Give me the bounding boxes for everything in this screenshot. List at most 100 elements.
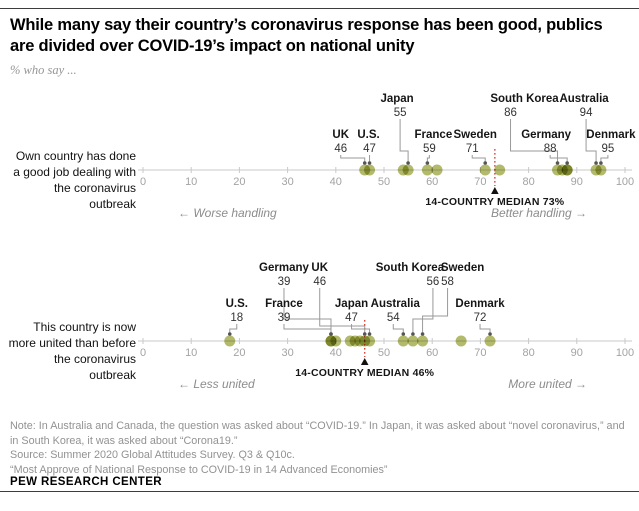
tick-label: 10 bbox=[185, 347, 197, 359]
connector-nub bbox=[411, 332, 415, 336]
tick-label: 20 bbox=[233, 347, 245, 359]
country-name-label: France bbox=[415, 129, 453, 141]
country-value-label: 47 bbox=[345, 312, 358, 324]
country-name-label: U.S. bbox=[226, 298, 248, 310]
direction-left-label: ← Less united bbox=[178, 377, 255, 391]
data-point-australia bbox=[397, 335, 409, 347]
median-label: 14-COUNTRY MEDIAN 73% bbox=[425, 196, 564, 208]
country-name-label: Australia bbox=[371, 298, 421, 310]
footnote-block: Note: In Australia and Canada, the quest… bbox=[10, 419, 632, 477]
label-connector bbox=[399, 119, 409, 163]
tick-label: 60 bbox=[426, 176, 438, 188]
data-point-sweden bbox=[479, 164, 491, 176]
label-connector bbox=[600, 155, 609, 163]
tick-label: 50 bbox=[378, 347, 390, 359]
connector-nub bbox=[362, 161, 367, 165]
country-value-label: 86 bbox=[504, 107, 517, 119]
tick-label: 60 bbox=[426, 347, 438, 359]
label-connector bbox=[319, 288, 366, 334]
tick-label: 50 bbox=[378, 176, 390, 188]
country-name-label: Sweden bbox=[453, 129, 496, 141]
country-value-label: 54 bbox=[387, 312, 400, 324]
connector-nub bbox=[362, 332, 367, 336]
country-value-label: 72 bbox=[474, 312, 487, 324]
country-value-label: 55 bbox=[394, 107, 407, 119]
country-name-label: Japan bbox=[335, 298, 368, 310]
connector-nub bbox=[329, 332, 333, 336]
chart-canvas: 0 10 20 30 40 50 60 70 80 90 100 14-COUNTRY MEDIAN … bbox=[138, 93, 636, 220]
connector-nub bbox=[367, 332, 372, 336]
country-name-label: UK bbox=[332, 129, 349, 141]
footnote-note: Note: In Australia and Canada, the quest… bbox=[10, 420, 625, 447]
data-point-belgium bbox=[330, 335, 342, 347]
tick-label: 40 bbox=[330, 347, 342, 359]
label-connector bbox=[422, 288, 449, 334]
direction-left-label: ← Worse handling bbox=[178, 206, 277, 220]
country-name-label: Denmark bbox=[455, 298, 505, 310]
data-point-sweden bbox=[417, 335, 429, 347]
label-connector bbox=[340, 155, 366, 163]
connector-nub bbox=[401, 332, 406, 336]
tick-label: 0 bbox=[140, 176, 146, 188]
connector-nub bbox=[420, 332, 425, 336]
chart-title: While many say their country’s coronavir… bbox=[10, 16, 603, 55]
connector-nub bbox=[599, 161, 603, 165]
connector-nub bbox=[483, 161, 488, 165]
tick-label: 90 bbox=[571, 347, 583, 359]
connector-nub bbox=[555, 161, 560, 165]
median-marker-triangle bbox=[491, 187, 499, 194]
dot-plot-good-job: 0 10 20 30 40 50 60 70 80 90 100 14-COUNTRY MEDIAN … bbox=[0, 86, 639, 236]
label-connector bbox=[585, 119, 597, 163]
country-value-label: 95 bbox=[602, 143, 615, 155]
direction-right-label: Better handling → bbox=[491, 206, 587, 220]
data-point-germany bbox=[561, 164, 573, 176]
tick-label: 80 bbox=[522, 176, 534, 188]
data-point-u-s- bbox=[224, 335, 236, 347]
data-point-denmark bbox=[595, 164, 607, 176]
pew-research-center-wordmark: PEW RESEARCH CENTER bbox=[10, 476, 163, 488]
connector-nub bbox=[565, 161, 569, 165]
country-name-label: U.S. bbox=[357, 129, 379, 141]
data-point-japan bbox=[402, 164, 414, 176]
country-value-label: 39 bbox=[278, 276, 291, 288]
country-value-label: 39 bbox=[278, 312, 291, 324]
tick-label: 70 bbox=[474, 347, 486, 359]
connector-nub bbox=[227, 332, 232, 336]
country-value-label: 88 bbox=[544, 143, 557, 155]
country-value-label: 46 bbox=[313, 276, 326, 288]
chart-subtitle: % who say ... bbox=[10, 63, 77, 77]
connector-nub bbox=[594, 161, 598, 165]
bottom-divider bbox=[0, 491, 639, 492]
country-value-label: 71 bbox=[466, 143, 479, 155]
country-value-label: 58 bbox=[441, 276, 454, 288]
median-label: 14-COUNTRY MEDIAN 46% bbox=[295, 367, 434, 379]
country-value-label: 56 bbox=[427, 276, 440, 288]
country-value-label: 94 bbox=[580, 107, 593, 119]
data-point-japan bbox=[364, 335, 376, 347]
country-name-label: Australia bbox=[559, 93, 609, 105]
median-marker-triangle bbox=[360, 358, 369, 365]
chart-canvas: 0 10 20 30 40 50 60 70 80 90 100 14-COUNTRY MEDIAN … bbox=[138, 262, 634, 391]
connector-nub bbox=[367, 161, 372, 165]
footnote-report: “Most Approve of National Response to CO… bbox=[10, 463, 388, 476]
connector-nub bbox=[406, 161, 410, 165]
label-connector bbox=[549, 155, 568, 163]
dot-plot-more-united: 0 10 20 30 40 50 60 70 80 90 100 14-COUNTRY MEDIAN … bbox=[0, 255, 639, 405]
connector-nub bbox=[488, 332, 492, 336]
data-point-south-korea bbox=[407, 335, 419, 347]
label-connector bbox=[229, 324, 238, 334]
tick-label: 80 bbox=[522, 347, 534, 359]
label-connector bbox=[479, 324, 491, 334]
label-connector bbox=[471, 155, 486, 163]
country-name-label: Denmark bbox=[586, 129, 636, 141]
country-value-label: 46 bbox=[334, 143, 347, 155]
data-point-belgium bbox=[431, 164, 443, 176]
tick-label: 20 bbox=[233, 176, 245, 188]
tick-label: 30 bbox=[281, 176, 293, 188]
tick-label: 90 bbox=[571, 176, 583, 188]
country-value-label: 59 bbox=[423, 143, 436, 155]
country-value-label: 18 bbox=[230, 312, 243, 324]
data-point-u-s- bbox=[364, 164, 376, 176]
country-name-label: South Korea bbox=[490, 93, 559, 105]
label-connector bbox=[426, 155, 430, 163]
